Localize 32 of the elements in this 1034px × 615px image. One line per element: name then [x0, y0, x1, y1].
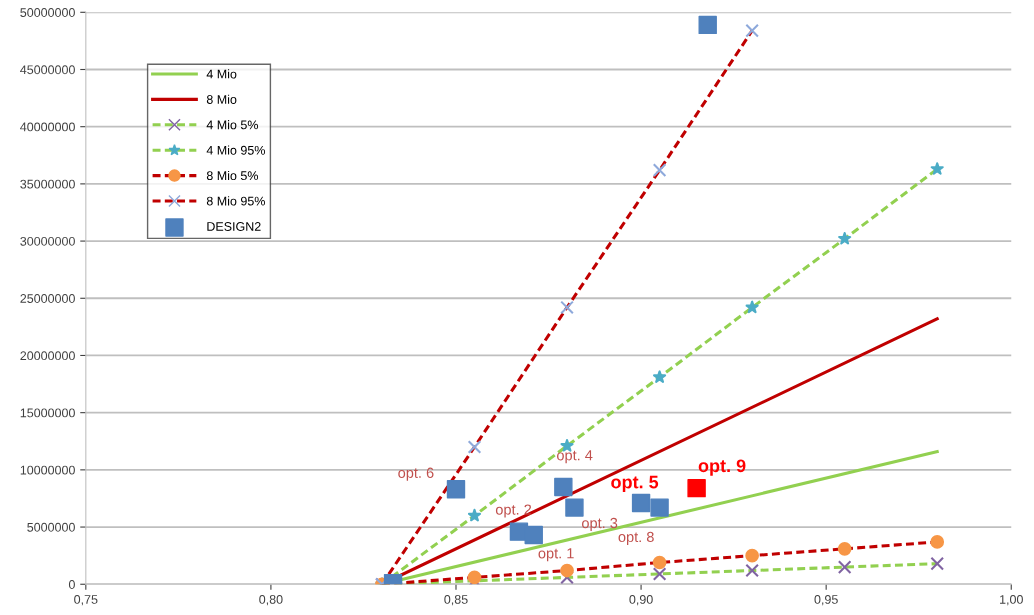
x-tick-label: 0,85: [444, 595, 468, 606]
y-tick-label: 45000000: [20, 65, 75, 75]
annotation: opt. 2: [495, 504, 532, 518]
annotation: opt. 3: [582, 517, 618, 532]
legend-label: 4 Mio: [206, 69, 237, 79]
y-tick-label: 15000000: [20, 408, 75, 418]
annotation: opt. 9: [698, 459, 746, 476]
y-tick-label: 35000000: [20, 179, 75, 189]
x-tick-label: 0,90: [629, 595, 653, 606]
annotation: opt. 6: [398, 467, 434, 481]
y-tick-label: 5000000: [27, 522, 75, 532]
annotation: opt. 8: [618, 531, 654, 545]
y-tick-label: 0: [68, 580, 75, 589]
x-tick-label: 0,95: [814, 595, 838, 606]
annotation: opt. 1: [538, 548, 574, 562]
legend-label: DESIGN2: [207, 222, 261, 231]
y-tick-label: 50000000: [20, 8, 75, 17]
annotation: opt. 5: [611, 475, 659, 492]
legend-label: 8 Mio: [206, 94, 237, 104]
legend-label: 4 Mio 95%: [206, 145, 265, 155]
x-tick-label: 1,00: [1000, 595, 1023, 606]
legend-label: 8 Mio 95%: [206, 196, 265, 206]
y-tick-label: 20000000: [20, 351, 75, 361]
legend-label: 8 Mio 5%: [206, 170, 259, 181]
annotation: opt. 4: [557, 450, 593, 464]
y-tick-label: 10000000: [20, 465, 75, 475]
y-tick-label: 40000000: [20, 122, 75, 132]
x-tick-label: 0,75: [74, 595, 98, 606]
legend-label: 4 Mio 5%: [206, 120, 259, 130]
y-tick-label: 25000000: [20, 294, 75, 303]
y-tick-label: 30000000: [20, 236, 75, 246]
x-tick-label: 0,80: [259, 595, 283, 606]
